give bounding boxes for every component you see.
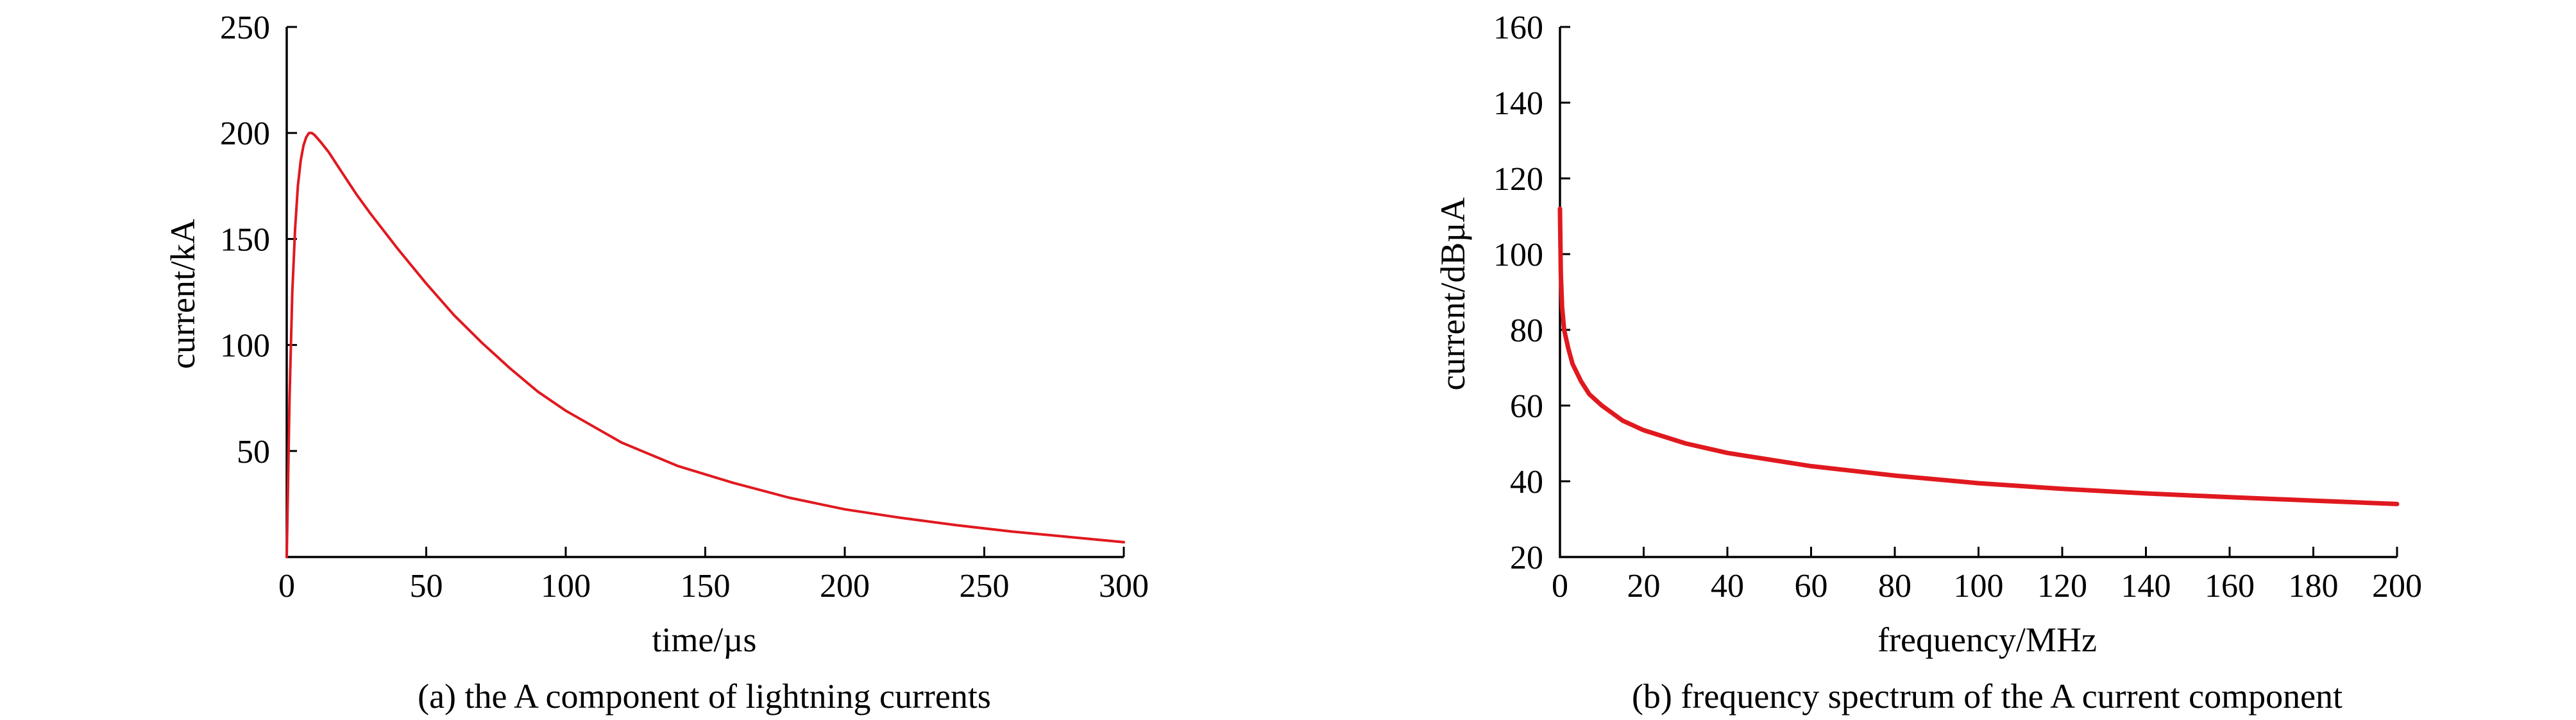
- panel-b-y-tick-label: 140: [1493, 85, 1543, 122]
- panel-a-ticks: 0 50 100 150 200 250 300 50 100 150 200 250: [220, 10, 1149, 604]
- panel-a-lightning-current-chart: 0 50 100 150 200 250 300 50 100 150 200 250 time/µs…: [164, 10, 1149, 716]
- panel-b-axes: [1559, 27, 2397, 558]
- panel-a-x-tick-label: 0: [278, 568, 295, 604]
- panel-b-ylabel: current/dBµA: [1434, 197, 1472, 390]
- panel-a-y-tick-label: 250: [220, 10, 270, 46]
- panel-b-y-tick-label: 160: [1493, 10, 1543, 46]
- panel-b-y-tick-label: 60: [1510, 388, 1543, 425]
- panel-b-x-tick-label: 80: [1878, 568, 1911, 604]
- panel-b-y-tick-label: 120: [1493, 161, 1543, 198]
- panel-b-x-tick-label: 60: [1795, 568, 1828, 604]
- panel-a-axis-lines: [285, 27, 1124, 558]
- panel-a-y-tick-label: 100: [220, 328, 270, 364]
- panel-b-x-tick-label: 40: [1711, 568, 1744, 604]
- panel-a-y-tick-label: 200: [220, 116, 270, 152]
- panel-a-ylabel: current/kA: [164, 219, 202, 369]
- panel-b-xlabel: frequency/MHz: [1877, 621, 2097, 659]
- panel-a-current-curve: [285, 132, 1125, 558]
- panel-b-x-tick-label: 140: [2121, 568, 2171, 604]
- panel-b-frequency-spectrum-chart: 0 20 40 60 80 100 120 140 160 180 2002040608010012…: [1434, 10, 2422, 716]
- panel-a-x-tick-label: 200: [820, 568, 870, 604]
- panel-b-x-tick-label: 200: [2372, 568, 2422, 604]
- panel-b-x-tick-label: 160: [2205, 568, 2255, 604]
- panel-a-x-tick-label: 300: [1099, 568, 1149, 604]
- panel-b-axis-lines: [1559, 27, 2397, 558]
- panel-b-y-tick-label: 100: [1493, 237, 1543, 273]
- panel-a-x-tick-label: 50: [410, 568, 443, 604]
- panel-b-y-tick-label: 80: [1510, 313, 1543, 349]
- panel-b-x-tick-label: 0: [1552, 568, 1568, 604]
- panel-a-caption: (a) the A component of lightning current…: [418, 677, 991, 716]
- panel-b-y-tick-label: 40: [1510, 464, 1543, 501]
- panel-b-caption: (b) frequency spectrum of the A current …: [1632, 677, 2343, 716]
- panel-b-x-tick-label: 20: [1627, 568, 1661, 604]
- panel-a-x-tick-label: 150: [681, 568, 731, 604]
- panel-b-spectrum-curve: [1557, 206, 2400, 506]
- panel-b-x-tick-label: 100: [1954, 568, 2004, 604]
- panel-a-y-tick-label: 50: [237, 434, 270, 470]
- panel-a-axes: [285, 27, 1124, 558]
- panel-b-ticks: 0 20 40 60 80 100 120 140 160 180 2002040608010012…: [1493, 10, 2422, 604]
- panel-b-x-tick-label: 180: [2289, 568, 2339, 604]
- panel-a-x-tick-label: 250: [960, 568, 1010, 604]
- panel-a-xlabel: time/µs: [652, 621, 756, 659]
- panel-a-x-tick-label: 100: [541, 568, 591, 604]
- panel-a-y-tick-label: 150: [220, 221, 270, 258]
- panel-b-x-tick-label: 120: [2037, 568, 2087, 604]
- panel-b-y-tick-label: 20: [1510, 540, 1543, 576]
